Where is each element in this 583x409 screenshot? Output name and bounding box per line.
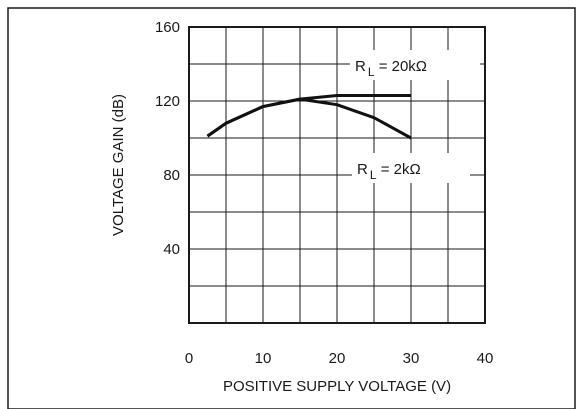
y-tick-label: 160 [155,19,180,36]
x-axis-title: POSITIVE SUPPLY VOLTAGE (V) [223,378,451,395]
y-tick-label: 120 [155,93,180,110]
y-axis-title: VOLTAGE GAIN (dB) [110,94,127,236]
series-label-bg [350,50,480,80]
tick-labels: 0 10 20 30 40 40 80 120 160 [155,19,493,367]
outer-border [7,7,576,409]
x-tick-label: 0 [185,350,193,367]
y-tick-label: 80 [163,167,180,184]
x-tick-label: 40 [477,350,494,367]
plot-area [188,26,486,324]
x-tick-label: 10 [255,350,272,367]
series-label-bg [352,153,470,183]
x-tick-label: 30 [403,350,420,367]
series-line-2 [206,97,412,140]
series-group [206,93,412,140]
y-tick-label: 40 [163,241,180,258]
x-tick-label: 20 [329,350,346,367]
